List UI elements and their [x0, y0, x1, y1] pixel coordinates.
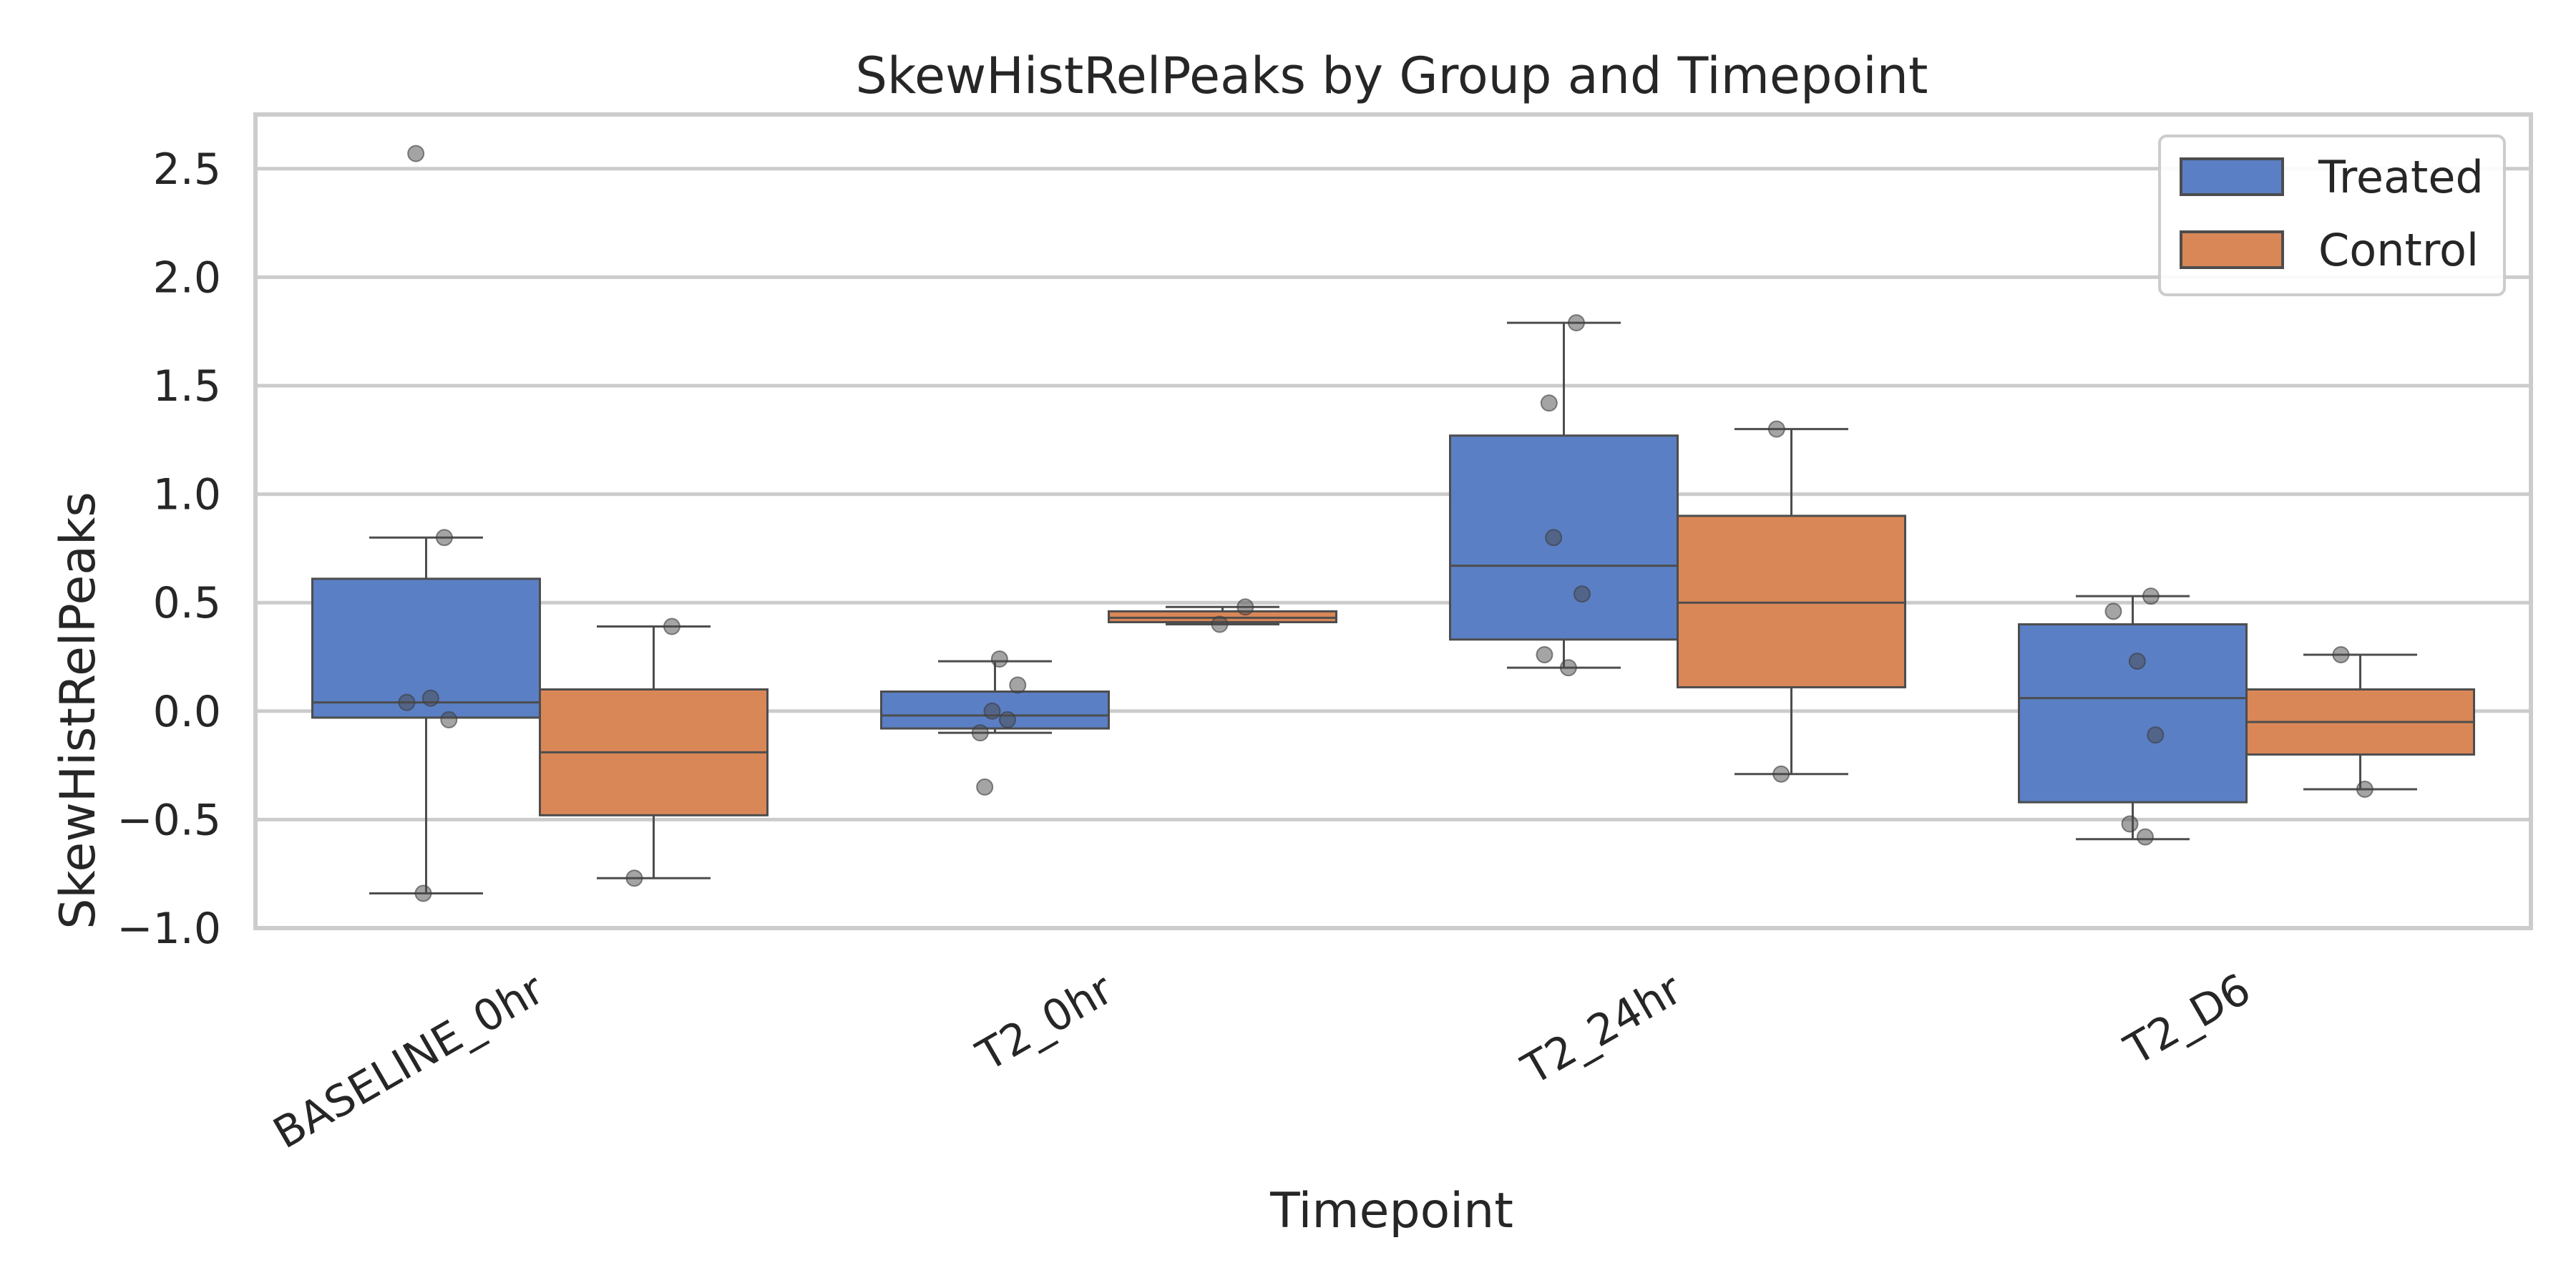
data-point-treated	[1559, 659, 1577, 677]
data-point-control	[1767, 420, 1785, 438]
data-point-treated	[990, 650, 1008, 668]
x-tick-label: T2_D6	[2116, 964, 2259, 1075]
box-control-t2-24hr	[1677, 428, 1906, 776]
y-tick-label: 0.5	[153, 578, 221, 628]
boxes	[311, 321, 2475, 894]
y-tick-label: 1.0	[153, 470, 221, 520]
legend-label-treated: Treated	[2318, 151, 2484, 203]
data-point-treated	[2142, 587, 2160, 605]
data-point-treated	[1009, 676, 1027, 694]
legend: Treated Control	[2158, 135, 2506, 296]
legend-swatch-control	[2180, 230, 2284, 269]
y-tick-label: 1.5	[153, 361, 221, 411]
y-tick-label: 2.0	[153, 253, 221, 303]
data-point-control	[1236, 598, 1254, 616]
y-axis-label: SkewHistRelPeaks	[50, 492, 107, 930]
data-point-treated	[1540, 394, 1558, 412]
data-point-treated	[1536, 645, 1553, 663]
data-point-treated	[998, 711, 1016, 728]
plot-frame	[253, 112, 2533, 930]
y-tick-label: 2.5	[153, 145, 221, 195]
x-tick-labels: BASELINE_0hr T2_0hr T2_24hr T2_D6	[265, 964, 2259, 1158]
box-treated-t2-d6	[2018, 595, 2248, 841]
data-point-treated	[2136, 828, 2154, 846]
data-point-treated	[1573, 585, 1591, 603]
legend-label-control: Control	[2318, 224, 2479, 276]
x-tick-label: T2_24hr	[1513, 964, 1690, 1095]
data-point-treated	[971, 724, 989, 742]
y-tick-labels: −1.0 −0.5 0.0 0.5 1.0 1.5 2.0 2.5	[117, 145, 221, 954]
data-point-control	[2332, 645, 2350, 663]
data-point-treated	[435, 529, 453, 547]
box-control-baseline-0hr	[539, 625, 769, 879]
data-point-treated	[407, 145, 425, 162]
box-control-t2-d6	[2245, 653, 2475, 791]
data-point-treated	[2121, 815, 2139, 833]
data-point-treated	[2128, 653, 2146, 670]
box-body	[2018, 623, 2248, 804]
y-tick-label: −0.5	[117, 795, 221, 845]
data-point-treated	[398, 693, 416, 711]
data-point-control	[1211, 615, 1229, 633]
data-point-control	[663, 618, 680, 635]
x-axis-label: Timepoint	[1269, 1183, 1513, 1239]
box-treated-t2-24hr	[1449, 321, 1679, 669]
box-treated-t2-0hr	[880, 660, 1110, 734]
box-body	[1449, 434, 1679, 641]
data-point-treated	[983, 702, 1001, 720]
data-point-control	[2356, 780, 2373, 798]
legend-swatch-treated	[2180, 157, 2284, 196]
box-body	[1677, 514, 1906, 688]
data-point-control	[625, 869, 643, 887]
data-points	[398, 145, 2373, 902]
data-point-treated	[1545, 529, 1563, 547]
y-tick-label: −1.0	[117, 904, 221, 954]
data-point-treated	[1567, 314, 1585, 332]
data-point-treated	[440, 711, 458, 728]
box-treated-baseline-0hr	[311, 536, 541, 894]
data-point-treated	[2147, 726, 2165, 744]
x-tick-label: BASELINE_0hr	[265, 964, 553, 1158]
y-tick-label: 0.0	[153, 687, 221, 737]
data-point-treated	[976, 778, 994, 796]
x-tick-label: T2_0hr	[968, 964, 1121, 1081]
data-point-control	[1772, 765, 1790, 783]
data-point-treated	[414, 884, 432, 902]
chart-title: SkewHistRelPeaks by Group and Timepoint	[856, 47, 1928, 105]
data-point-treated	[2104, 602, 2122, 620]
data-point-treated	[421, 689, 439, 707]
